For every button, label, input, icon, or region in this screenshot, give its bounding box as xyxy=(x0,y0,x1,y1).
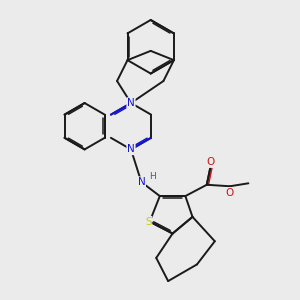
Text: N: N xyxy=(127,98,135,108)
Text: H: H xyxy=(149,172,156,181)
Text: O: O xyxy=(226,188,234,198)
Text: N: N xyxy=(137,177,145,187)
Text: S: S xyxy=(145,217,152,226)
Text: N: N xyxy=(127,144,135,154)
Text: O: O xyxy=(206,157,214,167)
